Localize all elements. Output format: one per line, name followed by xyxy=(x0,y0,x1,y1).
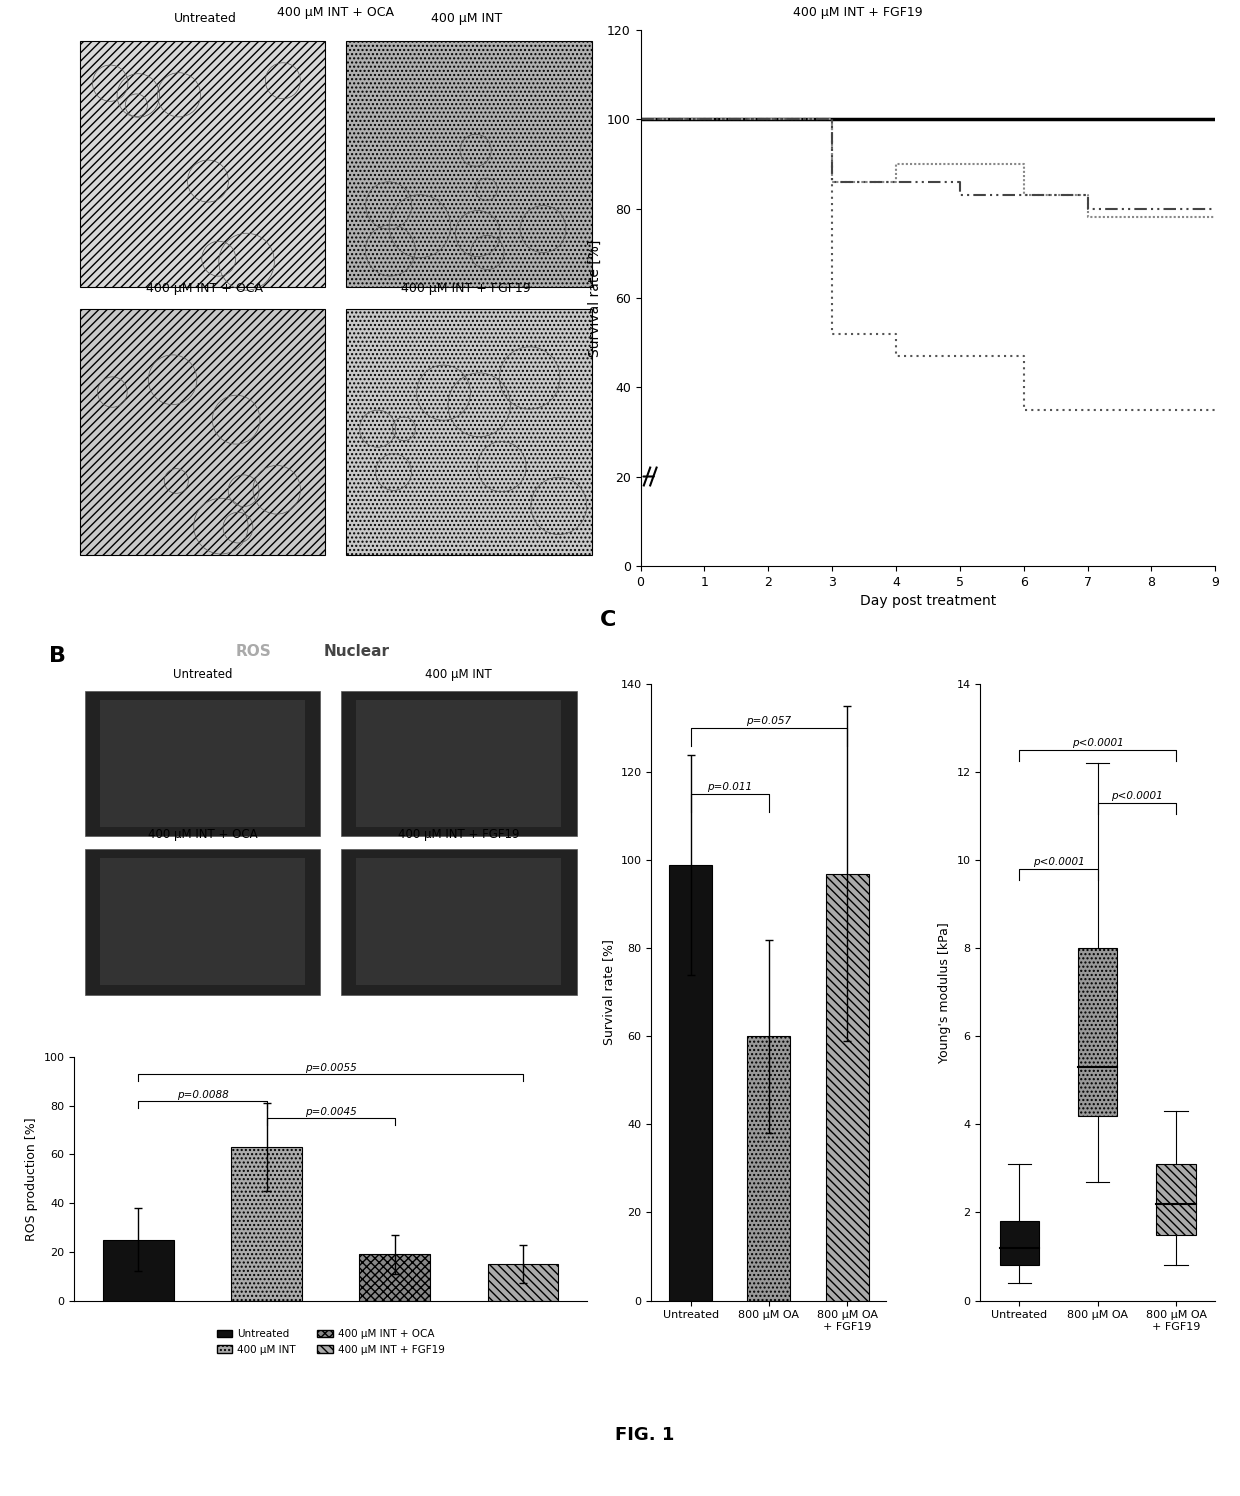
Bar xyxy=(748,1037,790,1300)
Text: ROS: ROS xyxy=(236,643,272,658)
Text: 400 μM INT + OCA: 400 μM INT + OCA xyxy=(277,6,394,19)
Text: FIG. 1: FIG. 1 xyxy=(615,1426,675,1444)
Text: 400 μM INT + FGF19: 400 μM INT + FGF19 xyxy=(398,827,520,841)
Text: Nuclear: Nuclear xyxy=(324,643,389,658)
Legend: Untreated, 400 μM INT, 400 μM INT + OCA, 400 μM INT + FGF19: Untreated, 400 μM INT, 400 μM INT + OCA,… xyxy=(212,1325,449,1358)
Text: p=0.0088: p=0.0088 xyxy=(176,1089,228,1100)
Text: 400 μM INT + FGF19: 400 μM INT + FGF19 xyxy=(402,283,531,295)
Bar xyxy=(346,308,591,555)
Text: 400 μM INT: 400 μM INT xyxy=(430,12,502,24)
Text: p=0.0055: p=0.0055 xyxy=(305,1062,357,1073)
Bar xyxy=(999,1221,1039,1266)
Bar xyxy=(100,859,305,984)
Text: p=0.057: p=0.057 xyxy=(746,717,791,726)
Y-axis label: Survival rate [%]: Survival rate [%] xyxy=(588,239,601,356)
Text: Untreated: Untreated xyxy=(174,12,237,24)
X-axis label: Day post treatment: Day post treatment xyxy=(859,594,996,607)
Bar xyxy=(826,874,869,1300)
Y-axis label: Young's modulus [kPa]: Young's modulus [kPa] xyxy=(937,922,951,1062)
Bar xyxy=(346,40,591,287)
Bar xyxy=(341,691,577,836)
Text: Untreated: Untreated xyxy=(172,669,232,681)
Text: C: C xyxy=(600,610,616,630)
Bar xyxy=(79,40,325,287)
Bar xyxy=(103,1240,174,1300)
Y-axis label: Survival rate [%]: Survival rate [%] xyxy=(603,939,615,1046)
Text: p<0.0001: p<0.0001 xyxy=(1111,791,1163,800)
Bar xyxy=(360,1254,430,1300)
Bar xyxy=(232,1147,301,1300)
Bar xyxy=(1157,1164,1195,1234)
Text: 400 μM INT + OCA: 400 μM INT + OCA xyxy=(148,827,258,841)
Bar xyxy=(670,865,712,1300)
Text: p=0.011: p=0.011 xyxy=(707,782,753,791)
Text: p<0.0001: p<0.0001 xyxy=(1071,738,1123,748)
Y-axis label: ROS production [%]: ROS production [%] xyxy=(25,1118,38,1240)
Bar xyxy=(356,859,562,984)
Bar xyxy=(356,700,562,827)
Bar xyxy=(1079,948,1117,1116)
Text: p=0.0045: p=0.0045 xyxy=(305,1107,357,1116)
Bar xyxy=(487,1264,558,1300)
Bar xyxy=(79,308,325,555)
Bar xyxy=(84,691,320,836)
Text: B: B xyxy=(48,646,66,666)
Bar xyxy=(341,848,577,995)
Text: 400 μM INT: 400 μM INT xyxy=(425,669,492,681)
Text: 400 μM INT + FGF19: 400 μM INT + FGF19 xyxy=(794,6,923,19)
Bar xyxy=(84,848,320,995)
Bar xyxy=(100,700,305,827)
Text: 400 μM INT + OCA: 400 μM INT + OCA xyxy=(146,283,263,295)
Text: p<0.0001: p<0.0001 xyxy=(1033,857,1085,868)
